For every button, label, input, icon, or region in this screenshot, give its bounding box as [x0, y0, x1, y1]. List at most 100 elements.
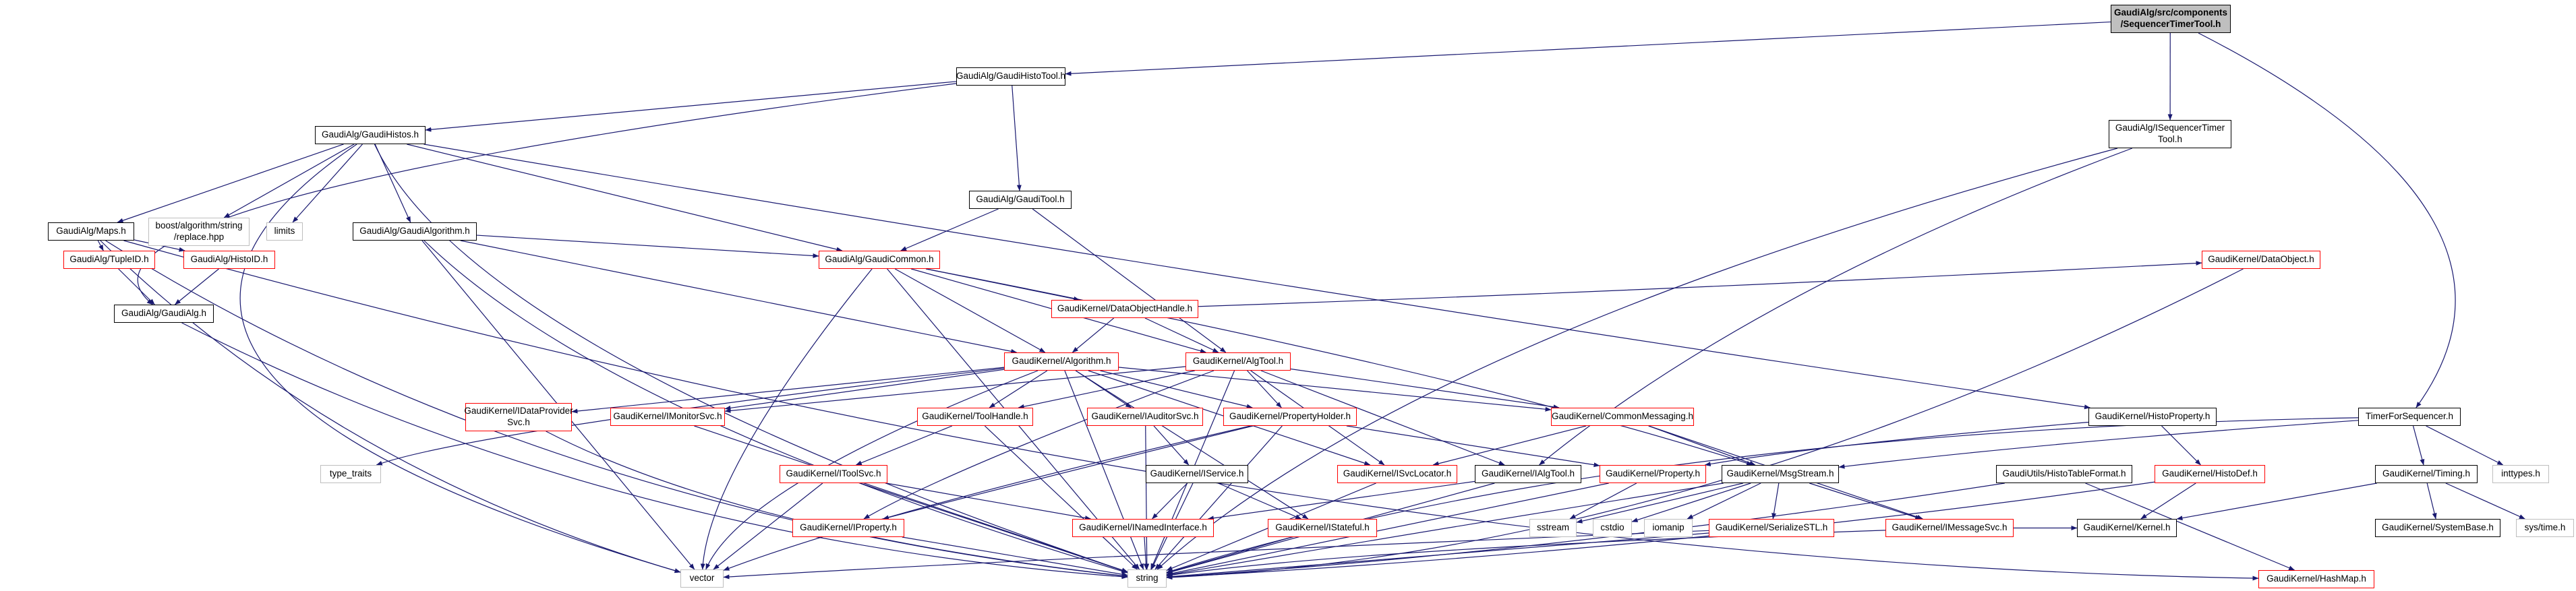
node-gaudi-histo-tool[interactable]: GaudiAlg/GaudiHistoTool.h: [956, 67, 1065, 86]
include-edge-algorithm--tool-handle: [989, 370, 1048, 408]
node-i-tool-svc[interactable]: GaudiKernel/IToolSvc.h: [780, 465, 887, 483]
node-i-message-svc[interactable]: GaudiKernel/IMessageSvc.h: [1885, 519, 2014, 537]
node-data-object-handle[interactable]: GaudiKernel/DataObjectHandle.h: [1051, 300, 1198, 318]
include-edge-data-object-handle--algorithm: [1072, 317, 1115, 353]
include-edge-gaudi-histos--histo-property: [423, 144, 2090, 410]
include-edge-i-stateful--string: [1166, 536, 1293, 574]
include-edge-timer-for-sequencer--inttypes: [2426, 425, 2504, 466]
node-histo-id[interactable]: GaudiAlg/HistoID.h: [183, 251, 275, 269]
include-edge-common-messaging--i-svc-locator: [1432, 425, 1587, 466]
node-cstdio[interactable]: cstdio: [1593, 519, 1632, 537]
node-msg-stream[interactable]: GaudiKernel/MsgStream.h: [1722, 465, 1839, 483]
node-timer-for-sequencer[interactable]: TimerForSequencer.h: [2358, 408, 2461, 426]
include-edge-alg-tool--common-messaging: [1290, 368, 1560, 410]
node-gaudi-algorithm[interactable]: GaudiAlg/GaudiAlgorithm.h: [353, 222, 477, 241]
include-edge-gaudi-histos--vector: [239, 144, 681, 573]
node-histo-property[interactable]: GaudiKernel/HistoProperty.h: [2088, 408, 2217, 426]
include-edge-algorithm--i-monitor-svc: [724, 369, 1005, 410]
node-i-property[interactable]: GaudiKernel/IProperty.h: [792, 519, 904, 537]
node-i-data-provider-svc[interactable]: GaudiKernel/IDataProvider Svc.h: [464, 403, 573, 431]
include-edge-histo-property--property: [1704, 421, 2089, 466]
node-src-sequencer-timer-tool[interactable]: GaudiAlg/src/components /SequencerTimerT…: [2111, 5, 2231, 33]
node-i-service[interactable]: GaudiKernel/IService.h: [1146, 465, 1248, 483]
node-histo-table-format[interactable]: GaudiUtils/HistoTableFormat.h: [1996, 465, 2132, 483]
include-edge-gaudi-tool--gaudi-common: [900, 208, 999, 251]
include-edge-maps--tuple-id: [97, 240, 104, 251]
include-edge-histo-table-format--string: [1166, 483, 2005, 580]
include-edge-gaudi-histos--gaudi-common: [407, 144, 843, 252]
include-edge-tool-handle--string: [984, 425, 1138, 570]
node-alg-tool[interactable]: GaudiKernel/AlgTool.h: [1185, 352, 1291, 371]
node-tool-handle[interactable]: GaudiKernel/ToolHandle.h: [917, 408, 1033, 426]
node-inttypes[interactable]: inttypes.h: [2492, 465, 2549, 483]
node-kernel[interactable]: GaudiKernel/Kernel.h: [2077, 519, 2177, 537]
include-edge-msg-stream--serialize-stl: [1772, 483, 1780, 520]
include-edge-timing--sys-time: [2445, 483, 2525, 520]
include-edge-histo-property--histo-def: [2161, 425, 2201, 466]
include-edge-alg-tool--i-property: [863, 370, 1214, 520]
node-common-messaging[interactable]: GaudiKernel/CommonMessaging.h: [1551, 408, 1694, 426]
node-sstream[interactable]: sstream: [1529, 519, 1577, 537]
include-edge-gaudi-histos--maps: [117, 144, 344, 223]
node-histo-def[interactable]: GaudiKernel/HistoDef.h: [2155, 465, 2265, 483]
node-system-base[interactable]: GaudiKernel/SystemBase.h: [2375, 519, 2500, 537]
node-boost-replace[interactable]: boost/algorithm/string /replace.hpp: [148, 218, 250, 246]
node-property[interactable]: GaudiKernel/Property.h: [1600, 465, 1706, 483]
include-edge-i-auditor-svc--string: [1144, 425, 1150, 570]
node-gaudi-histos[interactable]: GaudiAlg/GaudiHistos.h: [315, 126, 426, 144]
include-edge-gaudi-alg--string: [181, 322, 1128, 580]
include-edge-alg-tool--i-monitor-svc: [724, 366, 1186, 413]
include-edge-msg-stream--sstream: [1576, 483, 1743, 524]
node-sys-time[interactable]: sys/time.h: [2516, 519, 2574, 537]
include-edge-algorithm--type-traits: [376, 367, 1005, 466]
include-edge-gaudi-algorithm--gaudi-common: [476, 235, 819, 258]
include-edge-property-holder--property: [1346, 425, 1600, 468]
include-edge-property-holder--i-property: [882, 425, 1254, 520]
include-edge-tool-handle--i-tool-svc: [855, 425, 953, 466]
node-gaudi-tool[interactable]: GaudiAlg/GaudiTool.h: [969, 191, 1072, 209]
include-edge-i-tool-svc--i-named-interface: [886, 483, 1092, 520]
include-edge-i-service--i-stateful: [1218, 483, 1302, 520]
node-i-alg-tool[interactable]: GaudiKernel/IAlgTool.h: [1475, 465, 1581, 483]
include-edge-gaudi-histos--limits: [292, 144, 363, 223]
node-i-svc-locator[interactable]: GaudiKernel/ISvcLocator.h: [1337, 465, 1457, 483]
include-edge-maps--vector: [100, 240, 681, 573]
node-hash-map[interactable]: GaudiKernel/HashMap.h: [2258, 570, 2374, 588]
include-edge-i-auditor-svc--i-service: [1153, 425, 1190, 466]
node-tuple-id[interactable]: GaudiAlg/TupleID.h: [63, 251, 155, 269]
node-i-sequencer-timer-tool[interactable]: GaudiAlg/ISequencerTimer Tool.h: [2109, 120, 2231, 148]
node-i-auditor-svc[interactable]: GaudiKernel/IAuditorSvc.h: [1087, 408, 1203, 426]
node-algorithm[interactable]: GaudiKernel/Algorithm.h: [1004, 352, 1119, 371]
node-i-monitor-svc[interactable]: GaudiKernel/IMonitorSvc.h: [610, 408, 725, 426]
include-edge-serialize-stl--vector: [723, 530, 1709, 580]
include-edge-data-object-handle--alg-tool: [1144, 317, 1219, 353]
include-edge-i-sequencer-timer-tool--string: [1157, 148, 2118, 570]
include-edge-algorithm--string: [1064, 370, 1144, 570]
include-edge-alg-tool--property-holder: [1247, 370, 1282, 408]
include-edge-i-tool-svc--string: [860, 483, 1128, 573]
node-property-holder[interactable]: GaudiKernel/PropertyHolder.h: [1223, 408, 1357, 426]
node-string[interactable]: string: [1128, 569, 1167, 588]
node-data-object[interactable]: GaudiKernel/DataObject.h: [2202, 251, 2320, 269]
include-edge-i-named-interface--string: [1143, 536, 1148, 570]
node-maps[interactable]: GaudiAlg/Maps.h: [48, 222, 134, 241]
node-iomanip[interactable]: iomanip: [1644, 519, 1693, 537]
node-vector[interactable]: vector: [680, 569, 724, 588]
include-edge-histo-def--string: [1166, 481, 2155, 580]
node-limits[interactable]: limits: [266, 222, 303, 241]
node-i-named-interface[interactable]: GaudiKernel/INamedInterface.h: [1072, 519, 1214, 537]
include-edge-algorithm--property-holder: [1100, 370, 1253, 409]
node-gaudi-alg[interactable]: GaudiAlg/GaudiAlg.h: [114, 305, 214, 323]
node-type-traits[interactable]: type_traits: [320, 465, 381, 483]
node-gaudi-common[interactable]: GaudiAlg/GaudiCommon.h: [819, 251, 940, 269]
include-edge-tuple-id--gaudi-alg: [118, 268, 155, 305]
include-edge-alg-tool--i-alg-tool: [1260, 370, 1505, 466]
include-edge-gaudi-tool--alg-tool: [1032, 208, 1227, 353]
node-serialize-stl[interactable]: GaudiKernel/SerializeSTL.h: [1709, 519, 1834, 537]
include-edge-algorithm--common-messaging: [1118, 367, 1552, 412]
node-i-stateful[interactable]: GaudiKernel/IStateful.h: [1268, 519, 1377, 537]
include-edge-i-property--string: [902, 536, 1128, 577]
node-timing[interactable]: GaudiKernel/Timing.h: [2375, 465, 2478, 483]
include-edge-gaudi-histo-tool--gaudi-alg: [137, 83, 957, 305]
